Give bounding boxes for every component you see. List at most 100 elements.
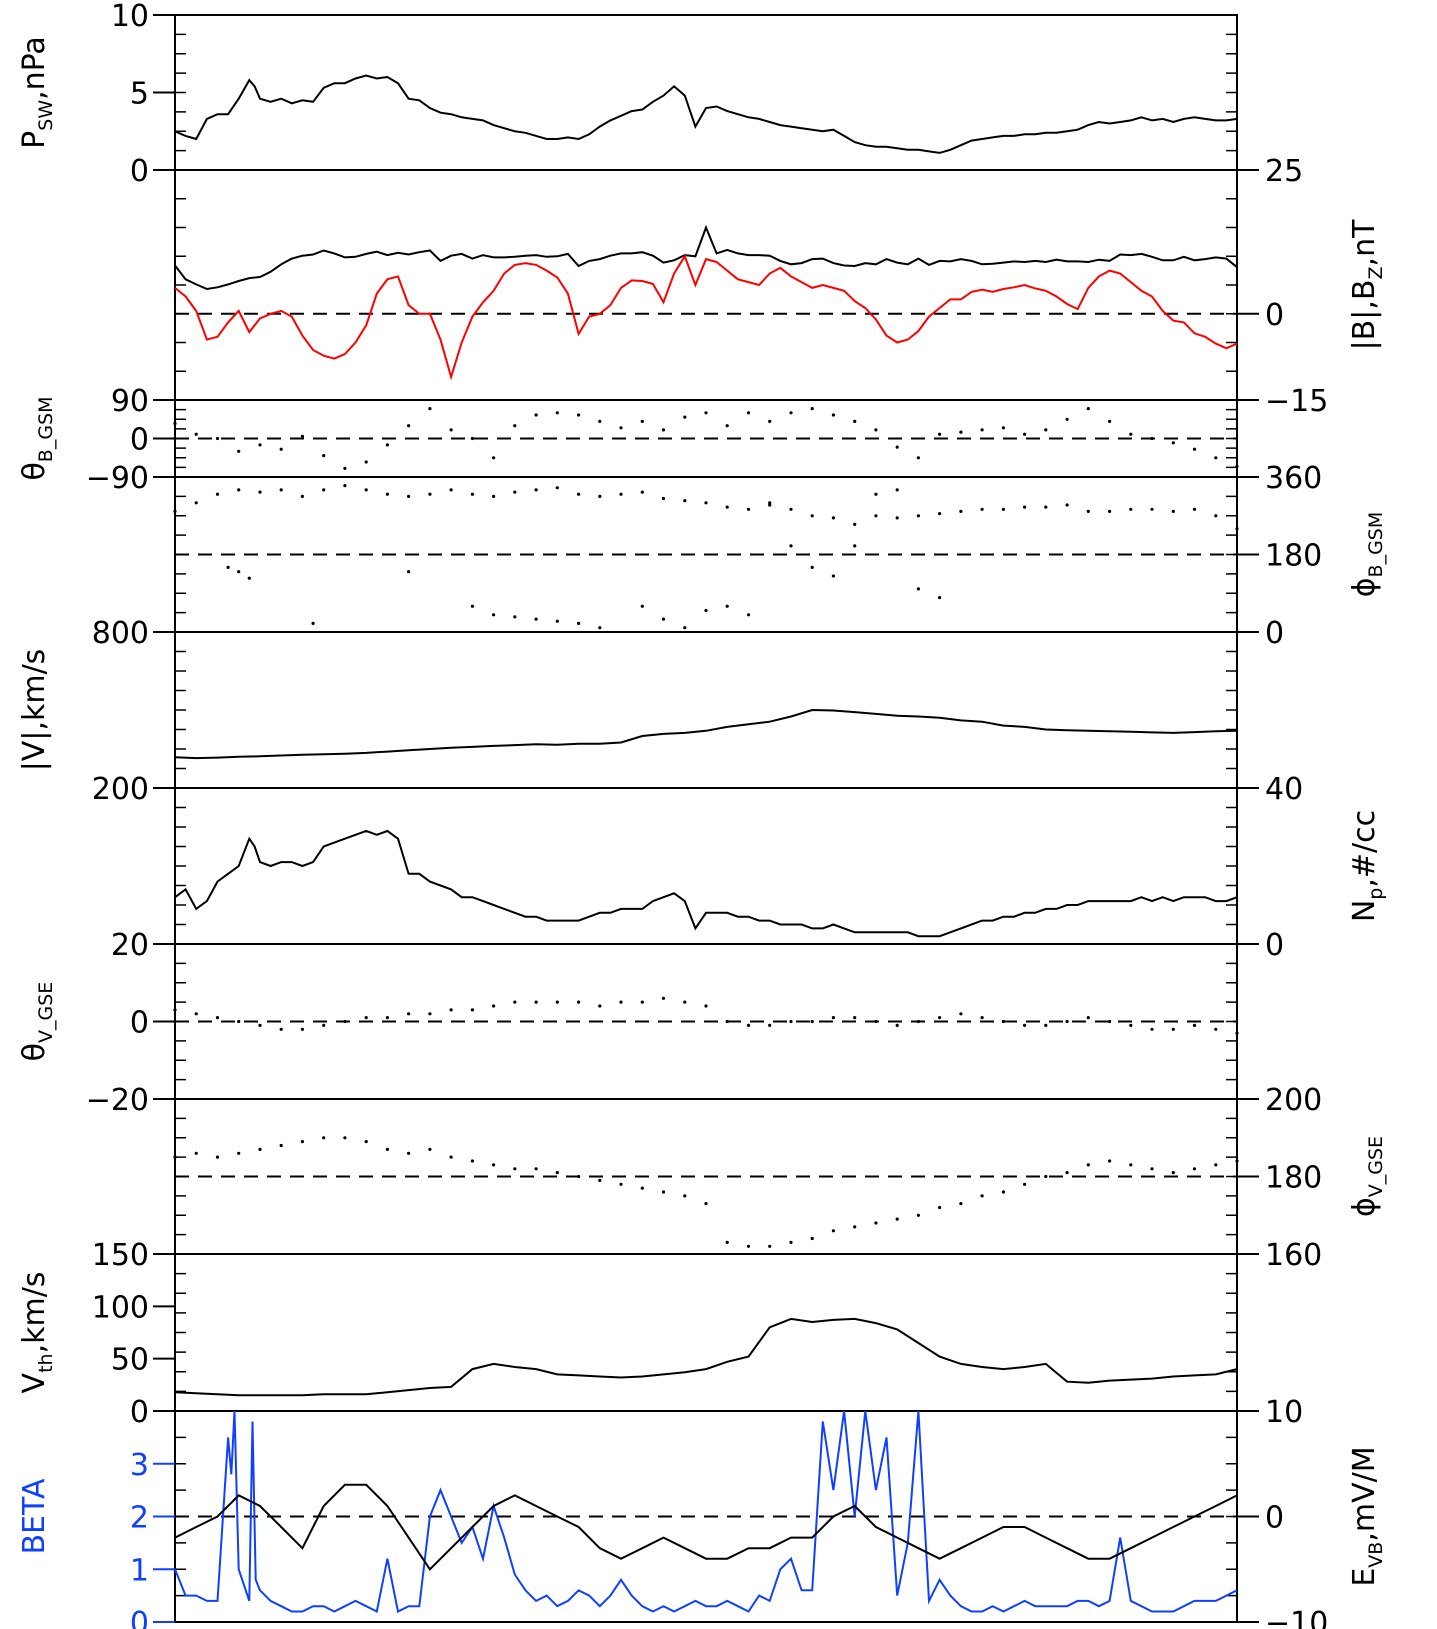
data-point	[215, 1155, 220, 1159]
data-point	[683, 499, 687, 503]
left-tick-label: 100	[92, 1290, 149, 1325]
data-point	[853, 522, 857, 527]
data-point	[1192, 1167, 1197, 1171]
data-point	[598, 1178, 602, 1182]
data-point	[874, 492, 878, 496]
data-point	[683, 1000, 687, 1004]
data-point	[1023, 1023, 1027, 1027]
data-point	[449, 1008, 453, 1012]
left-tick-label: 50	[111, 1343, 149, 1378]
data-point	[237, 1151, 241, 1155]
data-point	[258, 490, 262, 494]
data-point	[874, 428, 878, 432]
data-point	[555, 411, 559, 415]
series-line-black	[174, 224, 1238, 291]
data-point	[311, 621, 315, 626]
left-tick-label: 1	[130, 1553, 149, 1588]
data-point	[237, 570, 241, 574]
data-point	[237, 1019, 241, 1024]
data-point	[258, 443, 262, 447]
right-axis-label: Np,#/cc	[1347, 810, 1387, 922]
left-tick-label: 0	[130, 1395, 149, 1430]
data-point	[513, 490, 517, 494]
data-point	[407, 570, 411, 574]
data-point	[853, 544, 857, 548]
data-point	[831, 413, 836, 417]
data-point	[831, 1229, 836, 1233]
data-point	[810, 1019, 814, 1024]
data-point	[173, 1155, 177, 1159]
data-point	[534, 413, 538, 417]
data-point	[194, 432, 198, 436]
data-point	[959, 430, 963, 434]
data-point	[1171, 1171, 1175, 1175]
data-point	[577, 1174, 581, 1179]
data-point	[746, 613, 751, 617]
panel-6: 0 40 Np,#/cc	[174, 772, 1387, 963]
left-axis-label: θV_GSE	[17, 982, 57, 1062]
data-point	[640, 1000, 644, 1004]
right-tick-label: 0	[1265, 298, 1284, 333]
data-point	[1023, 505, 1027, 509]
data-point	[1086, 1016, 1090, 1020]
data-point	[1023, 432, 1027, 436]
data-point	[407, 1151, 411, 1155]
data-point	[619, 1182, 623, 1186]
data-point	[1044, 428, 1048, 432]
data-point	[449, 488, 453, 492]
data-point	[598, 626, 602, 630]
data-point	[810, 565, 814, 570]
data-point	[513, 1000, 517, 1004]
data-point	[534, 1000, 538, 1004]
left-axis-label: |V|,km/s	[17, 649, 52, 772]
data-point	[938, 432, 942, 436]
data-point	[279, 447, 283, 451]
panel-7: −20 0 20 θV_GSE	[17, 928, 1239, 1118]
data-point	[215, 492, 220, 496]
data-point	[322, 1023, 326, 1027]
panel-1: 0 5 10 PSW,nPa	[17, 0, 1238, 189]
data-point	[725, 424, 729, 428]
data-point	[1086, 509, 1090, 513]
data-point	[1001, 1190, 1006, 1194]
data-point	[959, 1012, 963, 1016]
data-point	[810, 1236, 814, 1241]
data-point	[237, 449, 241, 453]
data-point	[555, 1000, 559, 1004]
data-point	[226, 565, 230, 570]
series-line-blue	[174, 1410, 1238, 1613]
data-point	[1150, 436, 1154, 441]
data-point	[1150, 507, 1154, 511]
data-point	[746, 1244, 751, 1248]
series-line-red	[174, 254, 1238, 381]
data-point	[555, 486, 559, 490]
data-point	[768, 503, 772, 507]
data-point	[279, 1143, 283, 1148]
data-point	[725, 1019, 729, 1024]
panel-frame	[174, 631, 1238, 789]
right-axis-label: EVB,mV/M	[1347, 1446, 1387, 1586]
data-point	[938, 511, 942, 516]
data-point	[1001, 1019, 1006, 1024]
left-tick-label: 150	[92, 1238, 149, 1273]
data-point	[173, 1008, 177, 1012]
data-point	[1108, 1019, 1112, 1024]
left-tick-label: 5	[130, 77, 149, 112]
data-point	[279, 488, 283, 492]
data-point	[1065, 503, 1069, 507]
data-point	[1086, 407, 1090, 411]
data-point	[1044, 1023, 1048, 1027]
data-point	[768, 419, 772, 423]
data-point	[364, 1140, 368, 1144]
data-point	[364, 488, 368, 492]
panel-8: 160 180 200 ϕV_GSE	[173, 1083, 1387, 1273]
right-axis-label: ϕV_GSE	[1347, 1136, 1387, 1217]
right-axis-label: |B|,BZ,nT	[1347, 219, 1387, 351]
data-point	[1129, 1163, 1133, 1167]
data-point	[725, 505, 729, 509]
data-point	[1192, 447, 1197, 451]
data-point	[980, 1016, 984, 1020]
data-point	[300, 494, 304, 498]
data-point	[534, 1167, 538, 1171]
data-point	[300, 434, 304, 438]
